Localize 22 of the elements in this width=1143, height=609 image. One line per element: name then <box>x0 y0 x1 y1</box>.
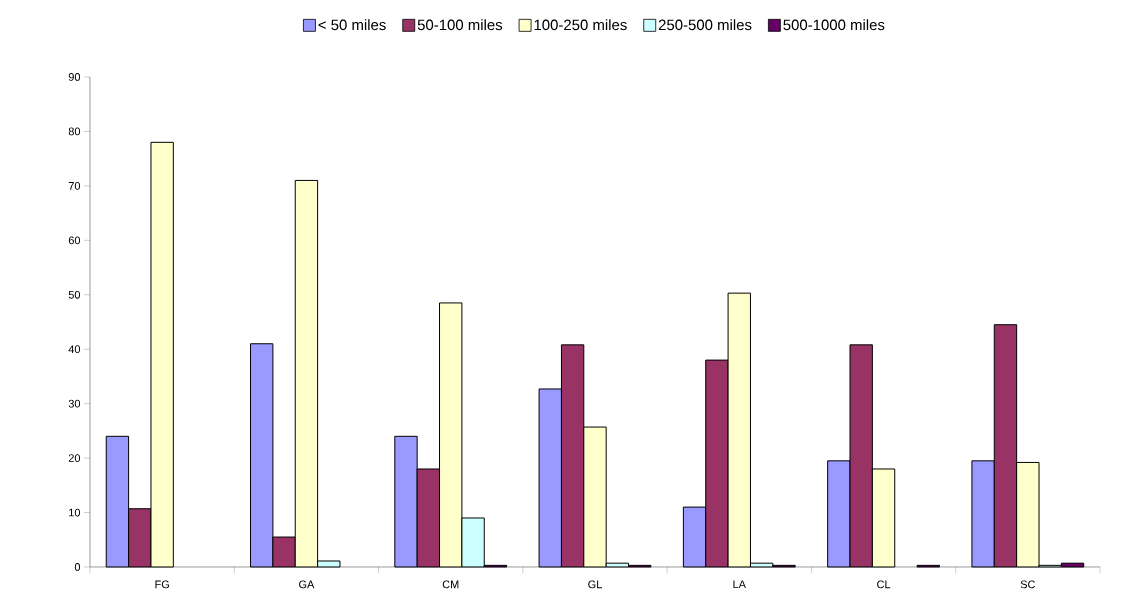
y-tick-label: 70 <box>68 182 81 190</box>
y-tick-label: 20 <box>68 454 81 462</box>
y-tick-label: 90 <box>68 73 81 81</box>
legend-label: 50-100 miles <box>417 19 503 31</box>
x-tick-label: SC <box>1020 580 1036 589</box>
x-tick-label: GL <box>588 580 602 589</box>
legend-label: 250-500 miles <box>658 19 752 31</box>
y-tick-label: 50 <box>68 290 81 299</box>
y-tick-label: 80 <box>68 127 81 136</box>
y-tick-label: 10 <box>69 508 81 517</box>
legend-label: < 50 miles <box>318 19 386 31</box>
y-tick-label: 0 <box>74 563 81 571</box>
x-tick-label: FG <box>155 580 169 589</box>
y-tick-label: 40 <box>68 345 81 354</box>
x-tick-label: CM <box>442 580 459 589</box>
y-tick-label: 30 <box>68 399 81 408</box>
legend-label: 100-250 miles <box>534 19 627 31</box>
legend-label: 500-1000 miles <box>783 19 885 31</box>
x-tick-label: CL <box>877 580 891 589</box>
x-tick-label: LA <box>733 580 746 589</box>
x-tick-label: GA <box>299 580 315 589</box>
y-tick-label: 60 <box>68 236 81 245</box>
